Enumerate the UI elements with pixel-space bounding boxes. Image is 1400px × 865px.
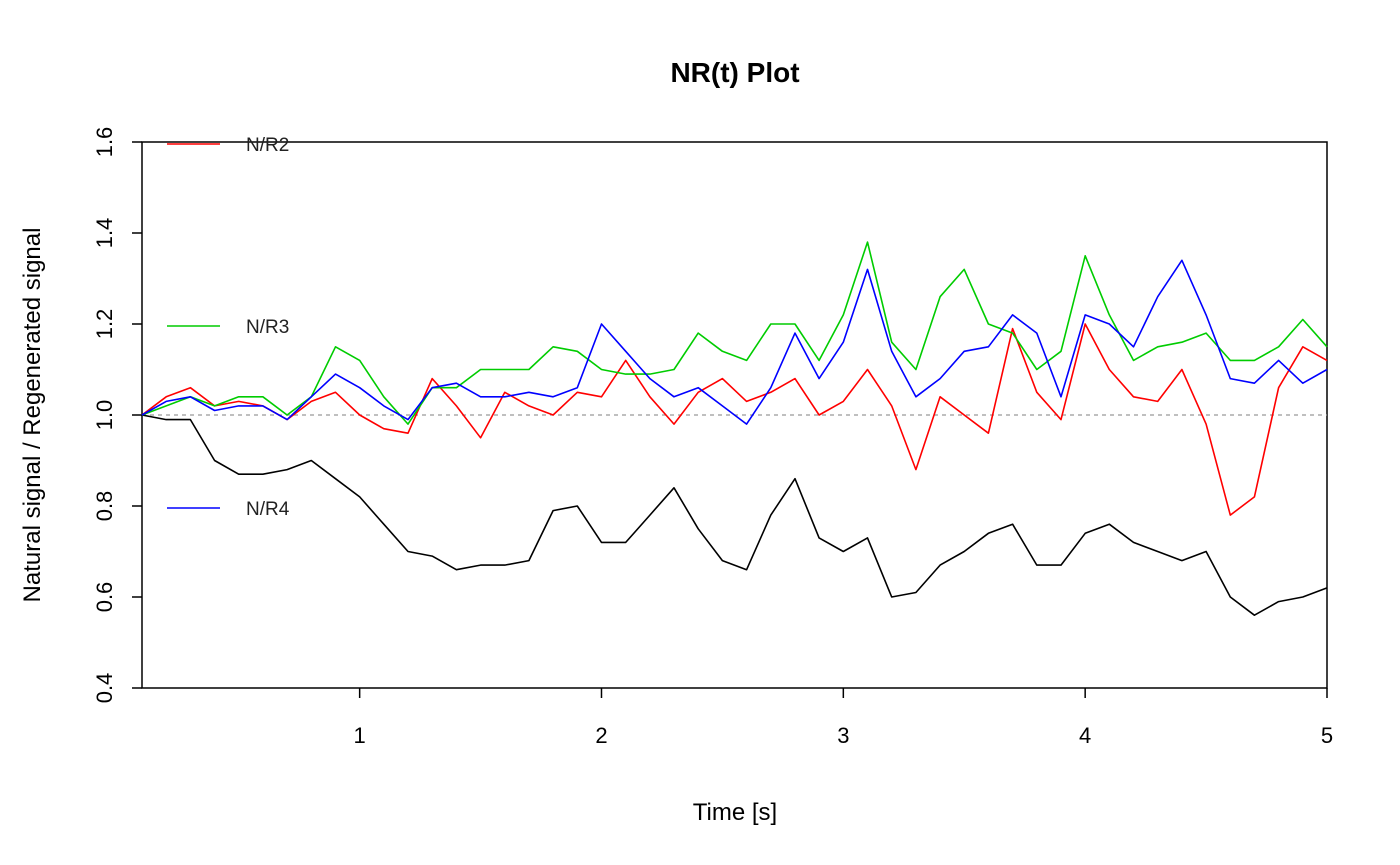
series-line-n-r3 <box>141 241 1328 425</box>
x-tick-label-5: 5 <box>1321 723 1333 748</box>
chart-title: NR(t) Plot <box>670 57 799 88</box>
x-tick-label-1: 1 <box>354 723 366 748</box>
y-tick-label-7: 1.6 <box>92 127 117 158</box>
legend-label-n-r3: N/R3 <box>246 317 289 338</box>
y-tick-label-5: 1.2 <box>92 309 117 340</box>
y-tick-label-1: 0.4 <box>92 673 117 704</box>
y-tick-label-2: 0.6 <box>92 582 117 613</box>
legend-label-n-r4: N/R4 <box>246 499 290 520</box>
y-axis-label: Natural signal / Regenerated signal <box>19 228 46 603</box>
series-line-n-r2 <box>141 323 1328 516</box>
y-tick-label-3: 0.8 <box>92 491 117 522</box>
legend-label-n-r2: N/R2 <box>246 135 289 156</box>
y-tick-label-4: 1.0 <box>92 400 117 431</box>
x-axis-label: Time [s] <box>693 799 777 826</box>
x-tick-label-2: 2 <box>595 723 607 748</box>
plot-area: 1 2 3 4 5 0.4 0.6 0.8 1.0 1.2 1.4 1.6 N/R2 N/R3 N/R4 <box>92 127 1333 748</box>
y-tick-label-6: 1.4 <box>92 218 117 249</box>
series-line-n-r4 <box>141 259 1328 425</box>
x-tick-label-4: 4 <box>1079 723 1091 748</box>
series-line-baseline <box>141 414 1328 617</box>
x-tick-label-3: 3 <box>837 723 849 748</box>
